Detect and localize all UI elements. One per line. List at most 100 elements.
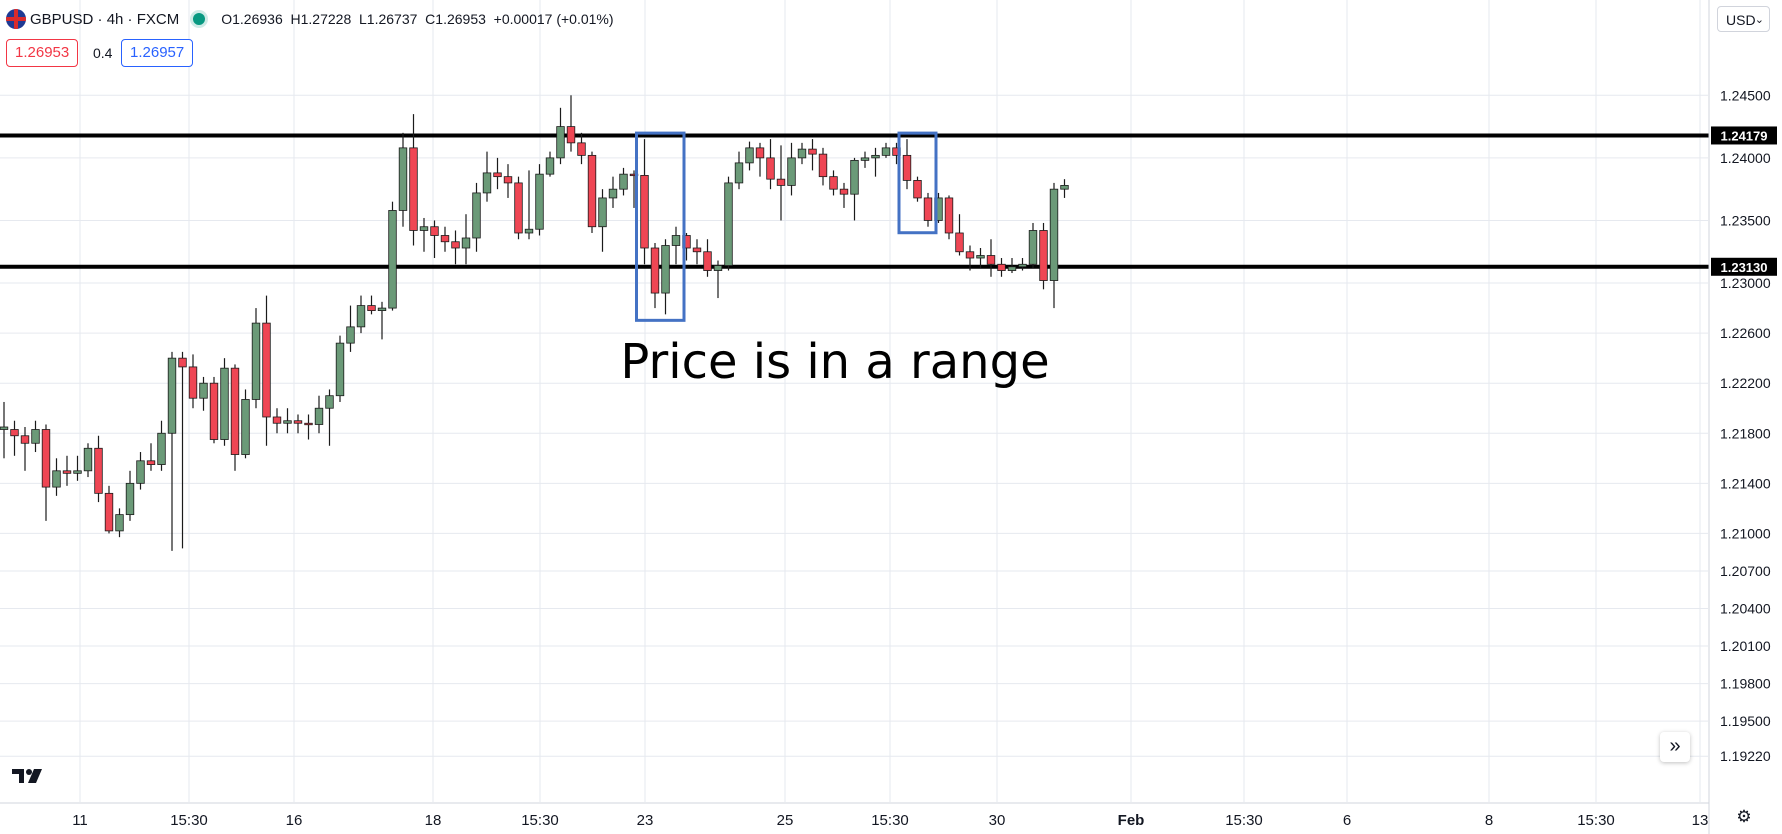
x-tick-label: 13 [1692, 812, 1709, 829]
candle-body [188, 366, 198, 399]
candle-body [325, 395, 334, 409]
range-annotation: Price is in a range [620, 334, 1049, 390]
candle-body [640, 175, 649, 249]
candle-body [335, 342, 345, 397]
candle-body [62, 470, 72, 474]
candle-body [199, 382, 208, 399]
candle-body [902, 154, 912, 181]
candle-body [209, 382, 219, 440]
candle-body [556, 126, 565, 159]
candle-body [514, 182, 523, 234]
candle-body [136, 460, 145, 484]
candle-body [409, 147, 418, 231]
candle-body [388, 210, 397, 309]
buy-price-button[interactable]: 1.26957 [121, 39, 194, 67]
x-tick-label: 25 [777, 812, 794, 829]
candle-body [965, 251, 975, 259]
source-label: FXCM [136, 10, 180, 28]
candle-body [115, 514, 124, 532]
candle-body [692, 247, 702, 253]
highlight-boxes [635, 131, 938, 322]
symbol-name[interactable]: GBPUSD [30, 10, 94, 28]
candle-body [1007, 266, 1017, 271]
candle-body [31, 429, 40, 444]
currency-select[interactable]: USD ⌄ [1717, 6, 1770, 32]
candle-body [440, 235, 450, 243]
candle-body [125, 482, 135, 516]
candle-body [461, 237, 471, 249]
candle-body [587, 154, 597, 228]
candle-body [220, 367, 229, 440]
range-levels: 1.24179 1.23130 [0, 126, 1777, 276]
highlight-box [897, 131, 938, 235]
x-tick-label: 15:30 [521, 812, 559, 829]
y-tick-label: 1.23000 [1720, 275, 1771, 291]
y-tick-label: 1.19220 [1720, 748, 1771, 764]
candle-body [430, 226, 439, 236]
ohlc-values: O1.26936 H1.27228 L1.26737 C1.26953 +0.0… [221, 11, 614, 27]
candle-body [493, 172, 502, 178]
candle-body [724, 182, 733, 266]
sell-price-button[interactable]: 1.26953 [6, 39, 79, 67]
candle-body [755, 147, 765, 159]
candle-body [808, 148, 817, 155]
y-tick-label: 1.22600 [1720, 325, 1771, 341]
settings-icon[interactable]: ⚙ [1736, 807, 1752, 826]
candle-body [94, 447, 103, 494]
candle-body [923, 197, 933, 221]
candle-body [482, 172, 492, 194]
candle-body [850, 159, 859, 195]
candle-body [419, 226, 429, 231]
x-tick-label: 30 [989, 812, 1006, 829]
candle-body [503, 176, 513, 184]
candle-body [713, 265, 723, 271]
tradingview-logo-icon[interactable] [10, 765, 50, 785]
y-tick-label: 1.22200 [1720, 375, 1771, 391]
x-tick-label: 15:30 [1577, 812, 1615, 829]
x-tick-label: 23 [637, 812, 654, 829]
x-tick-label: 18 [425, 812, 442, 829]
double-chevron-right-icon[interactable]: » [1660, 732, 1690, 762]
candle-body [976, 255, 985, 259]
candle-body [766, 157, 775, 180]
candle-body [1018, 263, 1027, 268]
candle-body [986, 255, 996, 265]
candle-body [577, 142, 586, 156]
candle-body [41, 429, 51, 488]
y-tick-label: 1.20400 [1720, 601, 1771, 617]
y-tick-label: 1.21400 [1720, 475, 1771, 491]
y-tick-label: 1.21800 [1720, 425, 1771, 441]
x-tick-label: 16 [286, 812, 303, 829]
x-tick-label: 15:30 [1225, 812, 1263, 829]
candle-body [83, 447, 93, 472]
y-tick-label: 1.23500 [1720, 212, 1771, 228]
interval-label[interactable]: 4h [106, 10, 124, 28]
price-label-tag [1711, 126, 1777, 145]
flag-icon [6, 9, 26, 29]
candle-body [913, 180, 922, 199]
y-tick-label: 1.24000 [1720, 150, 1771, 166]
candle-body [20, 435, 30, 444]
price-label-text: 1.24179 [1721, 128, 1768, 143]
candle-body [283, 420, 292, 424]
x-tick-label: 8 [1485, 812, 1493, 829]
candle-body [367, 305, 376, 311]
candle-body [997, 263, 1006, 271]
candle-body [524, 228, 534, 234]
x-tick-label: 11 [72, 812, 88, 829]
y-tick-label: 1.20100 [1720, 638, 1771, 654]
candle-body [10, 429, 19, 437]
y-tick-label: 1.19500 [1720, 713, 1771, 729]
candle-body [73, 470, 82, 474]
candle-body [608, 188, 618, 199]
candle-body [776, 178, 786, 186]
candlesticks [0, 95, 1069, 551]
price-label-text: 1.23130 [1721, 260, 1768, 275]
candle-body [241, 399, 250, 455]
candle-body [703, 251, 712, 271]
candle-body [818, 153, 828, 178]
candle-body [230, 367, 240, 455]
candle-body [829, 176, 838, 190]
